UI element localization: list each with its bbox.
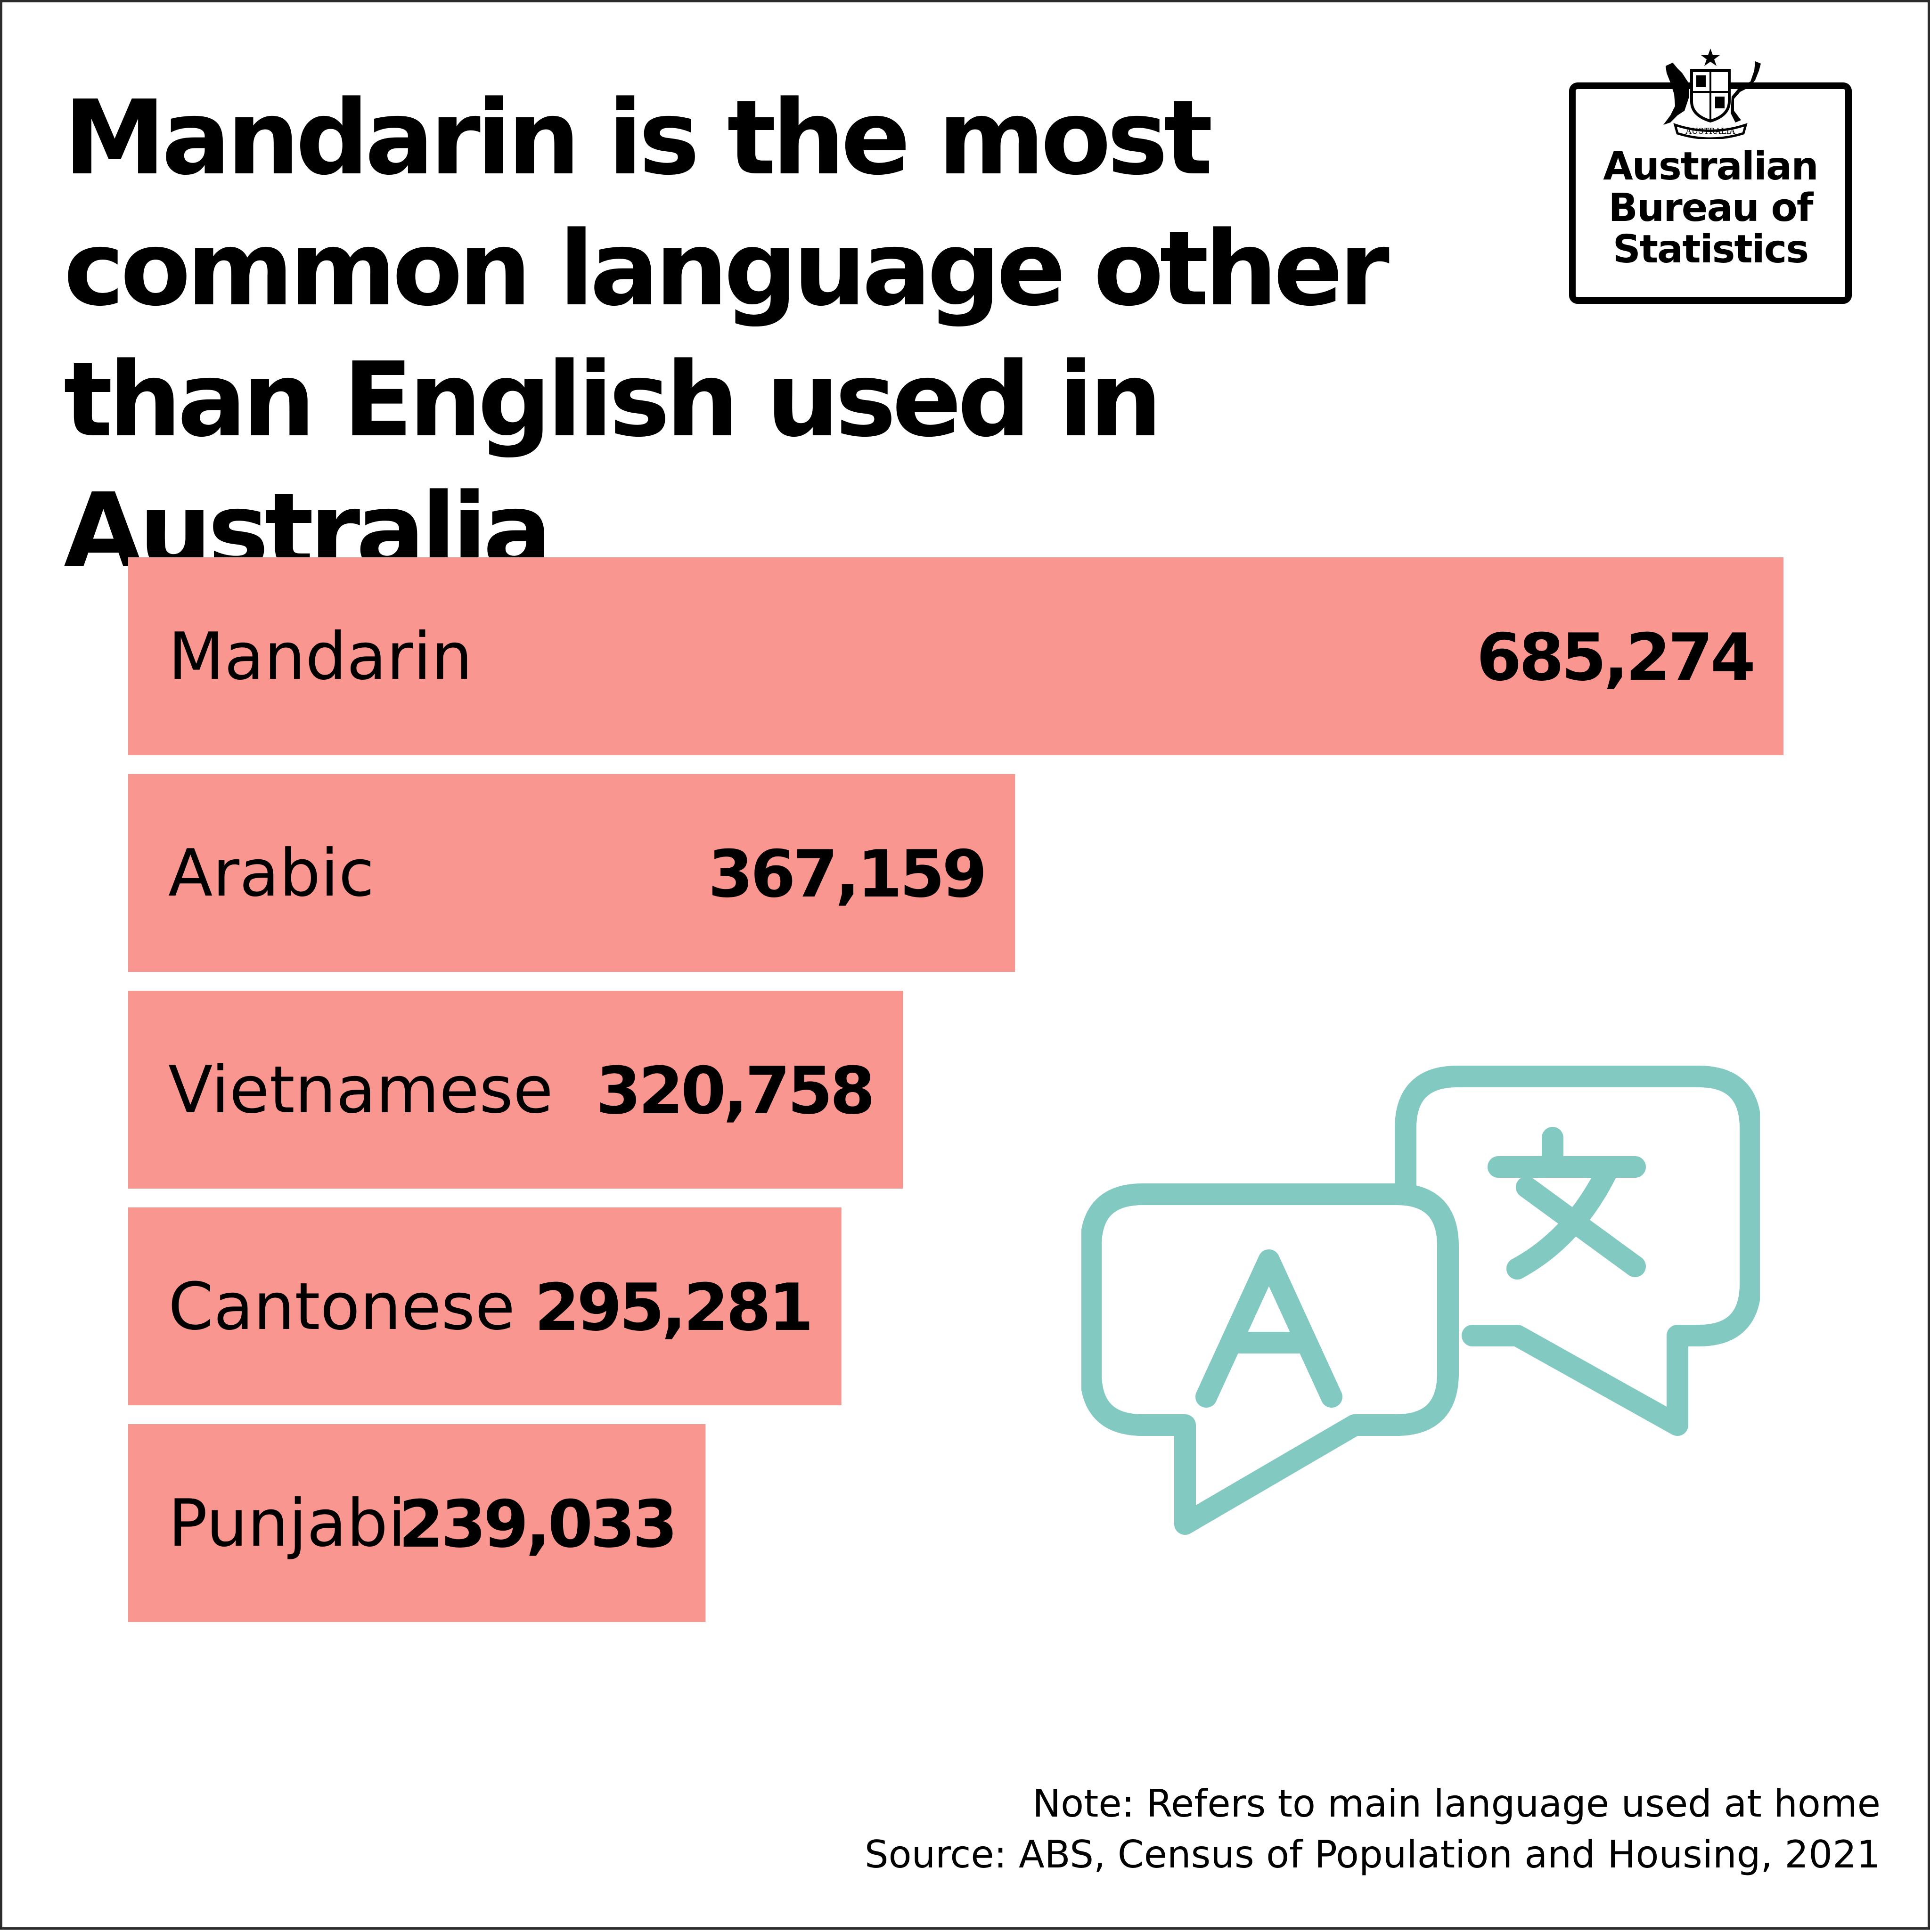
translate-speech-bubbles-icon: [1081, 1066, 1760, 1535]
value-label-vietnamese: 320,758: [596, 1053, 873, 1129]
crest-label: AUSTRALIA: [1685, 127, 1736, 136]
bar-arabic: [128, 774, 1015, 972]
value-label-arabic: 367,159: [708, 836, 985, 912]
value-label-punjabi: 239,033: [399, 1486, 675, 1562]
bar-vietnamese: [128, 991, 903, 1189]
logo-line-2: Bureau of: [1608, 186, 1813, 230]
category-label-mandarin: Mandarin: [168, 619, 473, 694]
bar-mandarin: [128, 557, 1783, 755]
logo-wordmark: Australian Bureau of Statistics: [1569, 146, 1852, 270]
logo-line-1: Australian: [1603, 144, 1819, 189]
abs-logo: AUSTRALIA Australian Bureau of Statistic…: [1567, 45, 1854, 309]
footnote: Note: Refers to main language used at ho…: [865, 1778, 1881, 1880]
coat-of-arms-icon: AUSTRALIA: [1663, 49, 1761, 139]
value-label-cantonese: 295,281: [534, 1270, 811, 1345]
category-label-cantonese: Cantonese: [168, 1269, 515, 1345]
bar-punjabi: [128, 1424, 706, 1622]
value-label-mandarin: 685,274: [1476, 620, 1753, 695]
source-text: Source: ABS, Census of Population and Ho…: [864, 1833, 1881, 1876]
note-text: Note: Refers to main language used at ho…: [1032, 1782, 1881, 1826]
page-title: Mandarin is the most common language oth…: [64, 79, 1390, 591]
category-label-arabic: Arabic: [168, 835, 375, 911]
logo-line-3: Statistics: [1612, 227, 1809, 272]
bar-cantonese: [128, 1207, 842, 1405]
category-label-vietnamese: Vietnamese: [168, 1052, 553, 1128]
category-label-punjabi: Punjabi: [168, 1485, 406, 1561]
